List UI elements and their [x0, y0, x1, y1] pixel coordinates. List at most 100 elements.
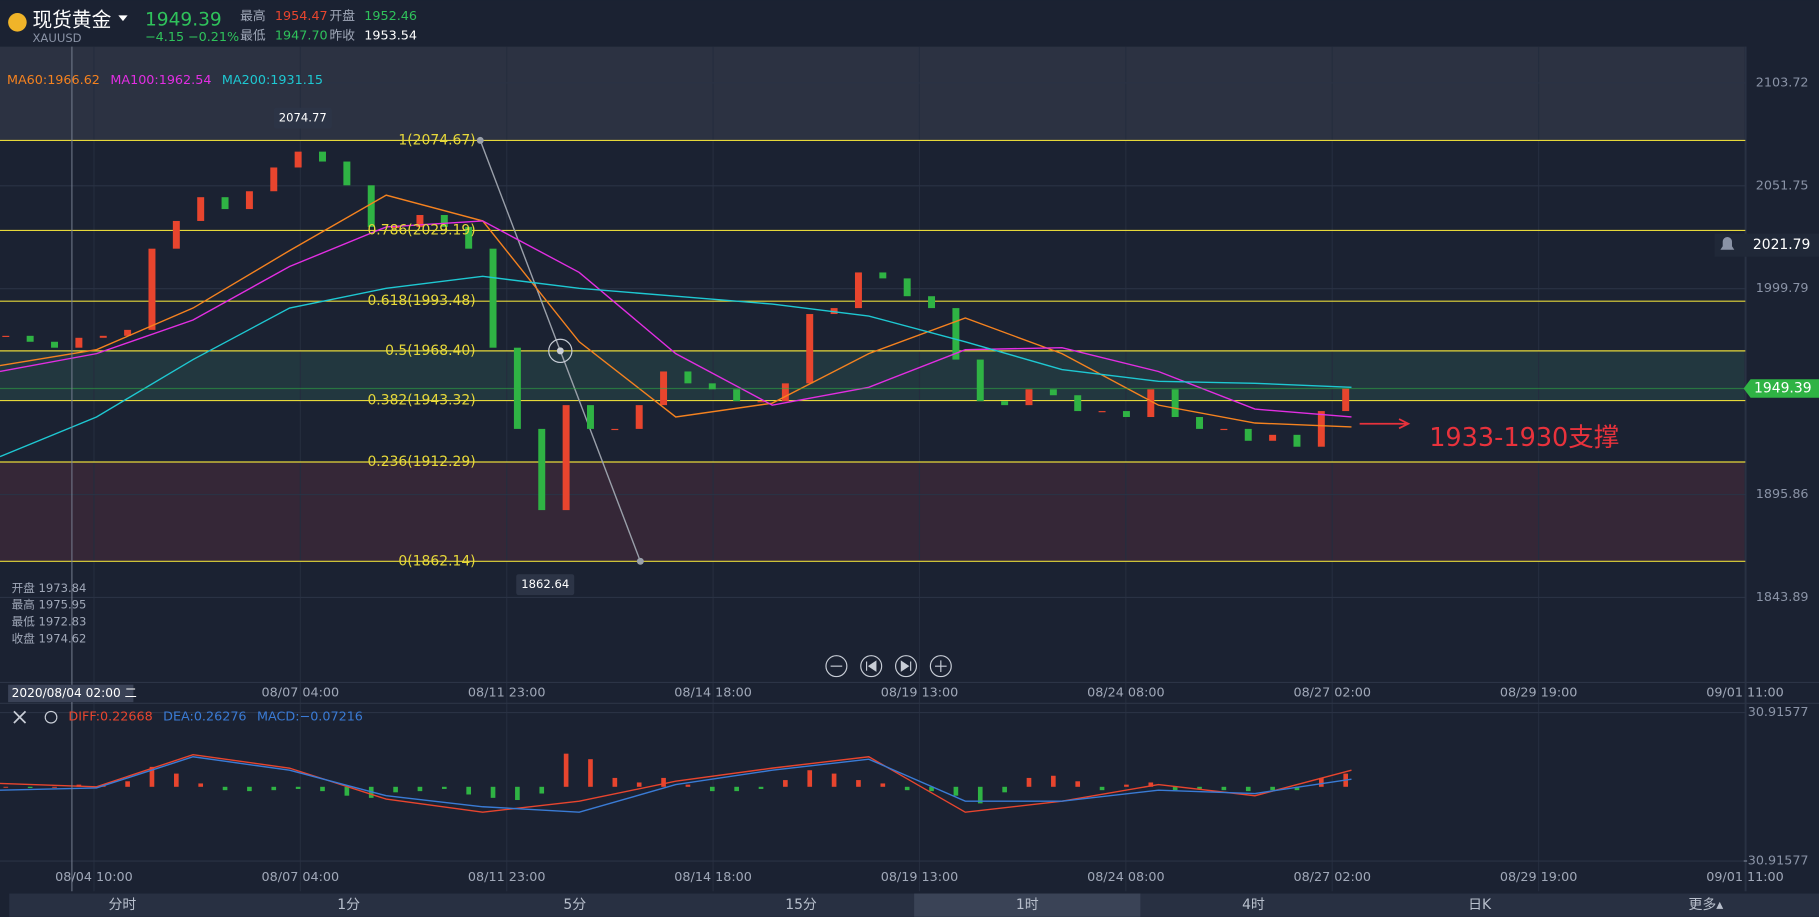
tab[interactable]: 更多▴ — [1688, 896, 1723, 913]
fib-label: 0(1862.14) — [398, 553, 475, 569]
macd-bar — [52, 786, 57, 788]
macd-bar — [174, 773, 179, 787]
tab[interactable]: 4时 — [1242, 897, 1265, 913]
candle — [562, 405, 570, 511]
tab-active[interactable] — [914, 893, 1141, 917]
macd-bar — [320, 786, 325, 792]
macd-bar — [1245, 786, 1251, 792]
last-price: 1949.39 — [145, 9, 222, 30]
y-tick-label: 2051.75 — [1756, 178, 1809, 193]
tab[interactable]: 15分 — [785, 897, 817, 913]
candle — [343, 161, 351, 186]
dropdown-arrow[interactable] — [118, 15, 128, 22]
zoom-out[interactable] — [825, 655, 848, 678]
fib-handle[interactable] — [636, 557, 644, 565]
zone-top — [0, 46, 1746, 141]
scroll-end[interactable] — [894, 655, 918, 678]
zoom-controls — [825, 655, 952, 678]
x-tick-label: 08/14 18:00 — [674, 870, 752, 885]
high-label: 最高 — [240, 8, 266, 24]
fib-handle[interactable] — [556, 347, 564, 355]
candle — [1171, 389, 1179, 418]
macd-bar — [1221, 786, 1227, 791]
high-marker-box — [273, 107, 332, 129]
cursor-date-box — [8, 684, 134, 703]
tab[interactable]: 5分 — [563, 897, 586, 913]
scroll-start[interactable] — [860, 655, 883, 678]
zoom-in[interactable] — [929, 655, 952, 678]
x-tick-label: 08/07 04:00 — [262, 685, 340, 700]
macd-bar — [563, 753, 569, 787]
tab[interactable]: 日K — [1468, 897, 1492, 913]
bell-icon — [1720, 237, 1735, 250]
indicator-settings[interactable] — [44, 710, 58, 724]
candle — [465, 226, 473, 249]
candle — [1147, 389, 1155, 418]
fib-handle[interactable] — [476, 136, 484, 144]
prev: 1953.54 — [364, 29, 417, 44]
candle — [879, 272, 887, 279]
macd-bar — [783, 780, 788, 787]
macd-diff-line — [0, 753, 1352, 813]
macd-legend: DIFF:0.22668 — [68, 710, 152, 725]
macd-bar — [977, 786, 983, 804]
zone-low — [0, 461, 1746, 562]
alert-tag[interactable] — [1714, 233, 1819, 257]
cursor-date: 2020/08/04 02:00 二 — [12, 686, 137, 700]
candle — [99, 335, 107, 338]
candle — [245, 191, 253, 210]
annotation: 1933-1930支撑 — [1429, 423, 1619, 453]
tab[interactable]: 分时 — [108, 897, 136, 913]
macd-bar — [1172, 786, 1178, 791]
macd-bar — [1319, 777, 1324, 787]
candle — [2, 335, 10, 337]
x-tick-label: 08/24 08:00 — [1087, 870, 1165, 885]
candle — [1244, 428, 1252, 441]
fib-handle[interactable] — [548, 338, 573, 364]
candle — [538, 428, 546, 511]
candle — [75, 337, 83, 348]
close-indicator[interactable] — [13, 710, 27, 724]
tab[interactable]: 1分 — [337, 897, 360, 913]
current-price-tag — [1743, 379, 1819, 398]
cursor-ohlc: 开盘 1973.84 — [12, 581, 87, 595]
x-tick-label: 08/19 13:00 — [881, 870, 959, 885]
open: 1952.46 — [364, 9, 417, 24]
candle — [806, 314, 814, 384]
candle — [416, 215, 424, 227]
candle — [1025, 389, 1033, 406]
macd-bar — [807, 770, 813, 787]
tab[interactable]: 1时 — [1016, 897, 1039, 913]
symbol[interactable]: 现货黄金 — [32, 9, 111, 32]
candle — [172, 220, 180, 249]
fib-label: 1(2074.67) — [398, 132, 475, 148]
candle — [367, 185, 375, 227]
macd-bar — [490, 786, 496, 798]
macd-bar — [417, 786, 423, 792]
x-tick-label: 08/29 19:00 — [1500, 685, 1578, 700]
ma-legend: MA100:1962.54 — [110, 73, 211, 88]
candle — [270, 167, 278, 192]
candle — [952, 308, 960, 360]
candle — [124, 329, 132, 336]
macd-bar — [1075, 781, 1081, 787]
macd-bar — [709, 786, 715, 792]
macd-bar — [758, 786, 764, 789]
y-tick-label: 2103.72 — [1756, 75, 1809, 90]
zone-mid — [0, 350, 1746, 401]
low-label: 最低 — [240, 29, 266, 44]
macd-bar — [1294, 786, 1300, 791]
ma-line — [0, 275, 1352, 458]
candle — [1098, 411, 1106, 413]
low-marker-box — [516, 574, 575, 596]
candle — [197, 197, 205, 221]
macd-bar — [612, 777, 618, 787]
candle — [903, 278, 911, 297]
candle — [976, 359, 984, 402]
fib-label: 0.5(1968.40) — [385, 343, 475, 359]
candle — [733, 389, 741, 402]
cursor-ohlc: 收盘 1974.62 — [12, 631, 87, 645]
candle — [489, 248, 497, 348]
x-tick-label: 08/19 13:00 — [881, 685, 959, 700]
